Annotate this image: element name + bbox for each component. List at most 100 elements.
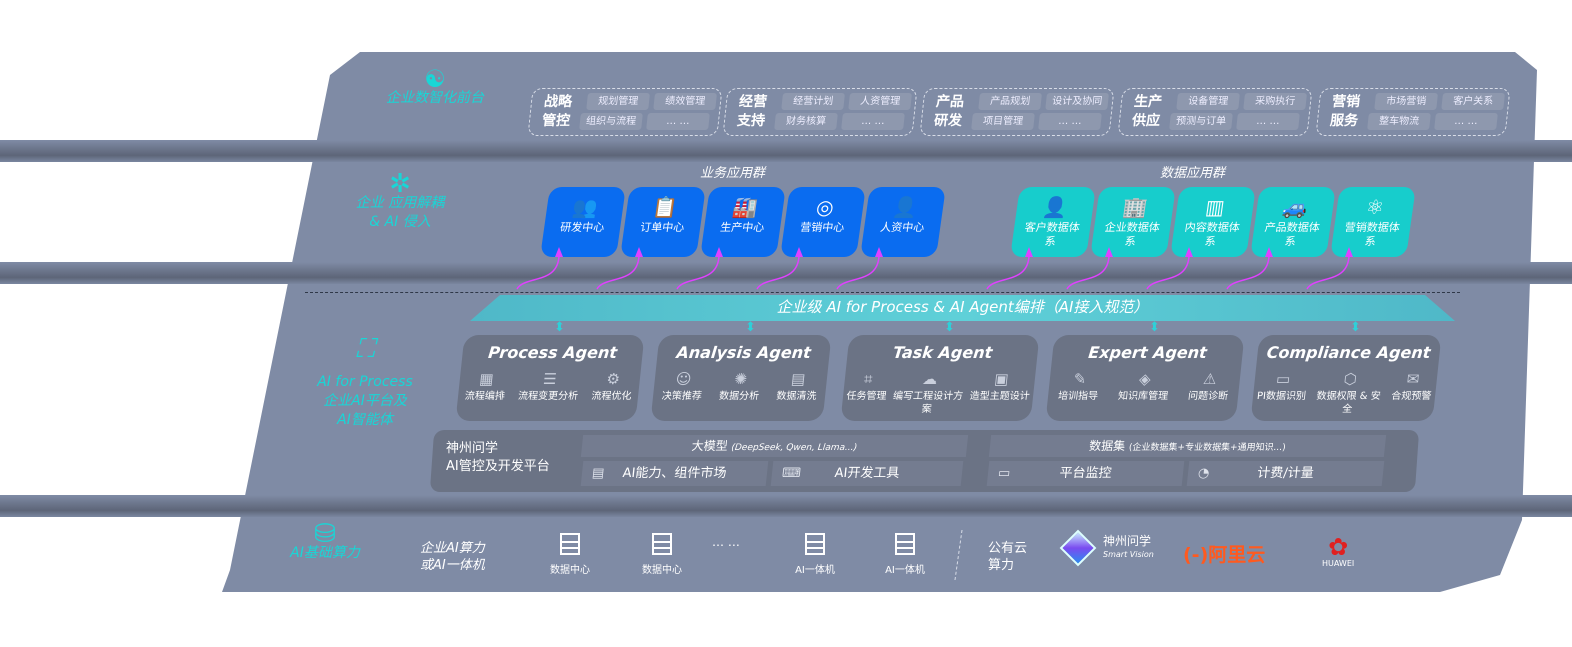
agent-capability[interactable]: ▣ 造型主题设计 [968, 368, 1033, 416]
front-chip[interactable]: … … [1038, 113, 1102, 130]
agent-name: Analysis Agent [675, 343, 812, 362]
front-group-title: 战略管控 [541, 94, 573, 129]
front-chip[interactable]: … … [646, 113, 710, 130]
server-icon [895, 533, 915, 555]
books-icon: ▥ [1203, 195, 1227, 219]
clipboard-icon: 📋 [650, 195, 680, 219]
agent-capability[interactable]: ☁ 编写工程设计方案 [891, 368, 966, 416]
front-chip[interactable]: 人资管理 [848, 93, 912, 110]
agent-capability[interactable]: ☺ 决策推荐 [661, 368, 705, 403]
agent-capability[interactable]: ◈ 知识库管理 [1117, 368, 1171, 403]
database-icon: ⛁ [314, 519, 336, 549]
label-line: 算力 [988, 558, 1015, 573]
enterprise-compute-label: 企业AI算力 或AI一体机 [420, 540, 485, 574]
building-icon: 🏢 [1120, 195, 1150, 219]
platform-tool[interactable]: ◔ 计费/计量 [1186, 461, 1385, 486]
agent-name: Task Agent [892, 343, 994, 362]
agent-card[interactable]: Task Agent ⌗ 任务管理 ☁ 编写工程设计方案 ▣ 造型主题设计 [840, 335, 1040, 421]
platform-tool[interactable]: ▤ AI能力、组件市场 [580, 461, 769, 486]
capability-icon: ◈ [1138, 370, 1152, 388]
molecule-icon: ✲ [389, 169, 411, 199]
label-text: 企业数智化前台 [386, 90, 484, 106]
tool-label: AI开发工具 [833, 466, 901, 481]
front-chip[interactable]: 客户关系 [1441, 93, 1505, 110]
front-chip[interactable]: 市场营销 [1374, 93, 1438, 110]
agent-card[interactable]: Process Agent ▦ 流程编排 ☰ 流程变更分析 ⚙ 流程优化 [455, 335, 645, 421]
label-text: 企业AI平台及 [323, 393, 407, 409]
server-icon [652, 533, 672, 555]
front-chip[interactable]: 项目管理 [971, 113, 1035, 130]
llm-note: (DeepSeek, Qwen, Llama...) [730, 443, 858, 453]
down-arrow-icon: ⬍ [944, 320, 955, 335]
label-line: 企业AI算力 [420, 541, 485, 556]
capability-icon: ✺ [733, 370, 749, 388]
agent-name: Process Agent [487, 343, 619, 362]
down-arrow-icon: ⬍ [554, 320, 565, 335]
capability-label: 数据权限 & 安全 [1315, 391, 1382, 415]
front-group-title: 经营支持 [736, 94, 768, 129]
front-chip[interactable]: 预测与订单 [1169, 113, 1233, 130]
down-arrow-icon: ⬍ [1350, 320, 1361, 335]
agent-capability[interactable]: ✎ 培训指导 [1057, 368, 1101, 403]
agent-capability[interactable]: ✉ 合规预警 [1389, 368, 1434, 416]
front-chip[interactable]: 绩效管理 [653, 93, 717, 110]
layer-compute-label: ⛁ AI基础算力 [275, 519, 375, 563]
face-scan-icon: ⛶ [355, 334, 375, 364]
front-chip[interactable]: 采购执行 [1243, 93, 1307, 110]
agent-capability[interactable]: ⌗ 任务管理 [844, 368, 889, 416]
agent-capability[interactable]: ⚙ 流程优化 [591, 368, 635, 403]
llm-header: 大模型 (DeepSeek, Qwen, Llama...) [580, 435, 969, 457]
aliyun-logo: (-)阿里云 [1183, 544, 1266, 566]
tool-label: 计费/计量 [1256, 466, 1315, 481]
front-chip[interactable]: … … [841, 113, 905, 130]
agent-capability[interactable]: ⬡ 数据权限 & 安全 [1311, 368, 1386, 416]
agent-card[interactable]: Expert Agent ✎ 培训指导 ◈ 知识库管理 ⚠ 问题诊断 [1045, 335, 1245, 421]
agent-capability[interactable]: ⚠ 问题诊断 [1187, 368, 1231, 403]
front-chip[interactable]: 组织与流程 [579, 113, 643, 130]
capability-icon: ▣ [993, 370, 1010, 388]
platform-title-line: AI管控及开发平台 [446, 459, 550, 474]
gauge-icon: ◔ [1197, 466, 1211, 481]
front-chip[interactable]: 整车物流 [1367, 113, 1431, 130]
front-chip[interactable]: 经营计划 [781, 93, 845, 110]
agent-name: Expert Agent [1087, 343, 1208, 362]
agent-card[interactable]: Analysis Agent ☺ 决策推荐 ✺ 数据分析 ▤ 数据清洗 [650, 335, 832, 421]
app-card-label: 营销中心 [799, 221, 846, 234]
label-text: & AI 侵入 [369, 214, 431, 230]
front-group-title: 生产供应 [1131, 94, 1163, 129]
agent-capability[interactable]: ▤ 数据清洗 [776, 368, 820, 403]
huawei-logo: ✿ HUAWEI [1322, 535, 1354, 568]
agent-card[interactable]: Compliance Agent ▭ PI数据识别 ⬡ 数据权限 & 安全 ✉ 合规预警 [1250, 335, 1442, 421]
front-group: 经营支持 经营计划 人资管理 财务核算… … [722, 88, 918, 136]
capability-label: 任务管理 [845, 391, 887, 402]
capability-icon: ▤ [790, 370, 807, 388]
layer-divider [0, 262, 1572, 284]
data-apps-title: 数据应用群 [1160, 166, 1226, 181]
agent-capability[interactable]: ✺ 数据分析 [718, 368, 762, 403]
agent-capability[interactable]: ▦ 流程编排 [464, 368, 508, 403]
agent-capability[interactable]: ▭ PI数据识别 [1255, 368, 1309, 416]
front-chip[interactable]: 财务核算 [774, 113, 838, 130]
server-icon [805, 533, 825, 555]
front-group: 营销服务 市场营销 客户关系 整车物流… … [1315, 88, 1511, 136]
person-icon: 👤 [890, 195, 920, 219]
app-card-label: 生产中心 [719, 221, 766, 234]
front-chip[interactable]: 设计及协同 [1045, 93, 1109, 110]
capability-label: 决策推荐 [661, 391, 703, 402]
platform-tool[interactable]: ⌨ AI开发工具 [770, 461, 964, 486]
label-line: 公有云 [988, 541, 1028, 556]
front-chip[interactable]: … … [1434, 113, 1498, 130]
capability-icon: ✉ [1405, 370, 1421, 388]
connector-arrow [676, 247, 723, 290]
tool-label: 平台监控 [1058, 466, 1113, 481]
orchestration-banner [470, 295, 1455, 321]
agent-capability[interactable]: ☰ 流程变更分析 [517, 368, 581, 403]
app-card-label: 订单中心 [639, 221, 686, 234]
down-arrow-icon: ⬍ [1149, 320, 1160, 335]
platform-tool[interactable]: ▭ 平台监控 [986, 461, 1185, 486]
front-chip[interactable]: 产品规划 [978, 93, 1042, 110]
front-chip[interactable]: 设备管理 [1176, 93, 1240, 110]
front-chip[interactable]: … … [1236, 113, 1300, 130]
front-chip[interactable]: 规划管理 [586, 93, 650, 110]
capability-icon: ▭ [1275, 370, 1292, 388]
